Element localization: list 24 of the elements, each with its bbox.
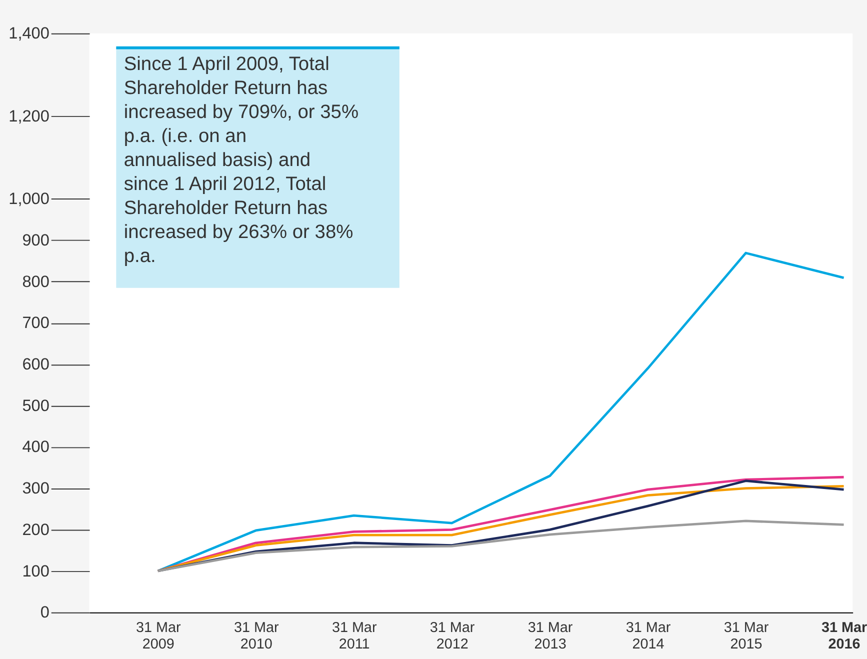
x-tick-label: 31 Mar 2011 bbox=[332, 620, 377, 652]
x-tick-label: 31 Mar 2014 bbox=[626, 620, 671, 652]
x-tick-label: 31 Mar 2010 bbox=[234, 620, 279, 652]
y-tick-label: 900 bbox=[22, 231, 50, 250]
y-tick-label: 500 bbox=[22, 396, 50, 415]
line-series bbox=[156, 252, 845, 572]
y-tick-label: 1,000 bbox=[8, 190, 50, 208]
text: Since 1 April 2009, Total Shareholder Return has increased by 709%, or 35% p.a. (i.e. on an annualised basis) and since 1 April 2012, Total Shareholder Return has increased by 263% or 38% p.a. bbox=[124, 54, 359, 267]
x-tick-label: 31 Mar 2009 bbox=[136, 620, 181, 652]
line-series bbox=[156, 520, 845, 572]
x-tick-label: 31 Mar 2012 bbox=[430, 620, 475, 652]
y-tick-label: 800 bbox=[22, 272, 50, 291]
y-tick-label: 1,400 bbox=[8, 24, 50, 43]
x-tick-label: 31 Mar 2013 bbox=[528, 620, 573, 652]
y-tick-label: 0 bbox=[40, 604, 50, 622]
y-tick-label: 600 bbox=[22, 356, 50, 374]
x-tick-label: 31 Mar 2015 bbox=[724, 620, 769, 652]
y-tick-label: 300 bbox=[22, 480, 50, 498]
x-tick-label: 31 Mar 2016 bbox=[821, 620, 867, 652]
y-tick-label: 100 bbox=[22, 562, 50, 580]
y-tick-label: 200 bbox=[22, 520, 50, 539]
y-tick-label: 700 bbox=[22, 314, 50, 332]
y-tick-label: 1,200 bbox=[8, 107, 50, 126]
y-tick-label: 400 bbox=[22, 438, 50, 456]
